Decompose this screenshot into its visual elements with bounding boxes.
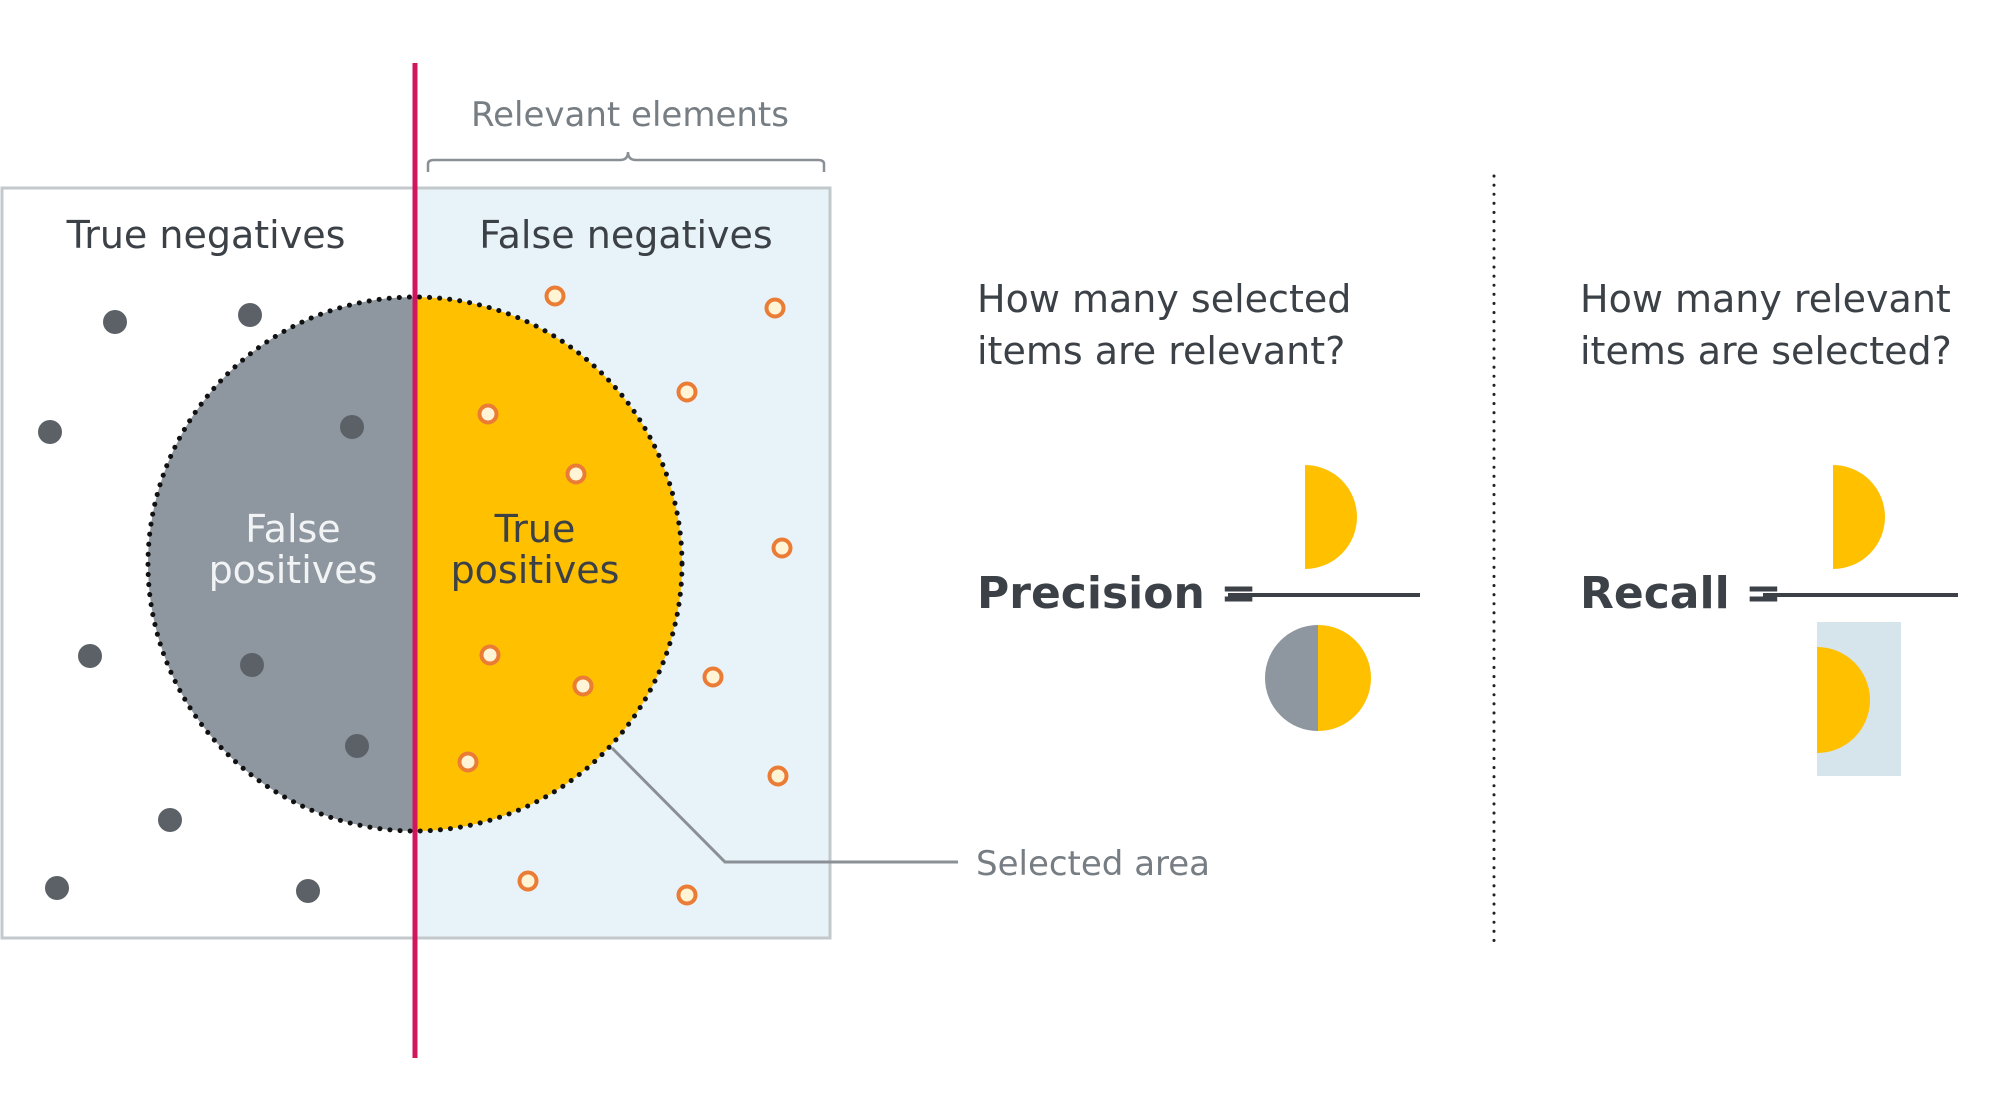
negative-element-dot: [238, 303, 262, 327]
recall-numerator-half-circle: [1833, 465, 1885, 569]
negative-element-dot: [240, 653, 264, 677]
positive-element-dot: [477, 403, 499, 425]
precision-denominator-true-positive-half: [1318, 625, 1371, 731]
positive-element-dot: [764, 297, 786, 319]
selected-area-leader: [610, 746, 958, 864]
false-positives-label-line1: False: [245, 507, 340, 551]
relevant-elements-bracket: [426, 151, 826, 172]
positive-element-dot: [565, 463, 587, 485]
positive-element-dot: [517, 870, 539, 892]
true-positives-label-line2: positives: [451, 548, 620, 592]
negative-element-dot: [103, 310, 127, 334]
negative-element-dot: [345, 734, 369, 758]
positive-element-dot: [676, 884, 698, 906]
selected-area-label: Selected area: [976, 844, 1210, 884]
true-positives-region: [415, 297, 682, 831]
precision-numerator-half-circle: [1305, 465, 1357, 569]
true-positives-label-line1: True: [494, 507, 576, 551]
false-negatives-label: False negatives: [479, 213, 772, 257]
positive-element-dot: [676, 381, 698, 403]
positive-element-dot: [702, 666, 724, 688]
negative-element-dot: [78, 644, 102, 668]
precision-denominator-false-positive-half: [1265, 625, 1318, 731]
negative-element-dot: [340, 415, 364, 439]
recall-question-line1: How many relevant: [1580, 277, 1951, 321]
recall-denominator-half-circle: [1817, 647, 1870, 753]
positive-element-dot: [771, 537, 793, 559]
positive-dots: [457, 285, 793, 906]
negative-dots: [38, 303, 369, 903]
negative-element-dot: [38, 420, 62, 444]
negative-element-dot: [45, 876, 69, 900]
precision-formula-label: Precision =: [977, 568, 1257, 619]
precision-question-line1: How many selected: [977, 277, 1351, 321]
true-negatives-label: True negatives: [66, 213, 346, 257]
selected-area-boundary: [145, 294, 685, 834]
relevant-elements-label: Relevant elements: [471, 95, 789, 135]
positive-element-dot: [544, 285, 566, 307]
false-positives-label-line2: positives: [209, 548, 378, 592]
positive-element-dot: [479, 644, 501, 666]
recall-question-line2: items are selected?: [1580, 329, 1952, 373]
precision-question-line2: items are relevant?: [977, 329, 1345, 373]
positive-element-dot: [572, 675, 594, 697]
positive-element-dot: [457, 751, 479, 773]
negative-element-dot: [296, 879, 320, 903]
negative-element-dot: [158, 808, 182, 832]
recall-formula-label: Recall =: [1580, 568, 1782, 619]
positive-element-dot: [767, 765, 789, 787]
